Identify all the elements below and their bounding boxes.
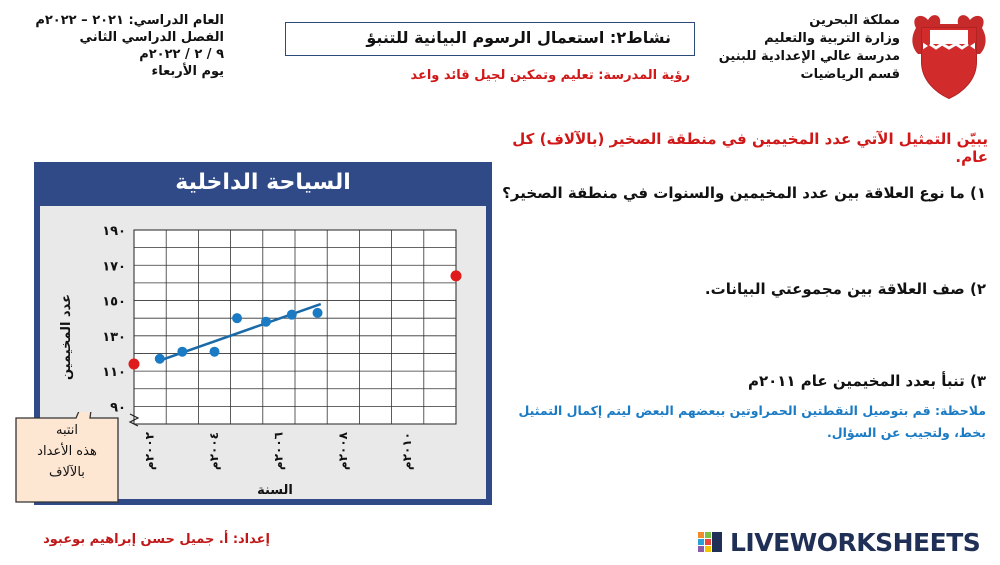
brand-name: LIVEWORKSHEETS xyxy=(730,528,981,557)
callout-line-1: انتبه xyxy=(55,423,79,438)
title-box xyxy=(285,22,695,56)
intro-text: يبيّن التمثيل الآتي عدد المخيمين في منطق… xyxy=(512,130,988,166)
x-tick-label: ٢٠٠٤م xyxy=(207,432,222,470)
callout-line-3: بالآلاف xyxy=(49,465,85,480)
semester: الفصل الدراسي الثاني xyxy=(79,30,224,45)
school-vision: رؤية المدرسة: تعليم وتمكين لجيل قائد واع… xyxy=(410,68,690,83)
data-point xyxy=(154,353,165,364)
note: ملاحظة: قم بتوصيل النقطتين الحمراوتين بب… xyxy=(490,400,987,444)
data-point xyxy=(177,346,188,357)
callout-bubble xyxy=(15,412,119,503)
chart-title: السياحة الداخلية xyxy=(175,170,351,195)
school-info-right: مملكة البحرين وزارة التربية والتعليم مدر… xyxy=(700,12,900,84)
question-1: ١) ما نوع العلاقة بين عدد المخيمين والسن… xyxy=(502,184,986,202)
red-point xyxy=(128,358,140,370)
x-tick-label: ٢٠١٠م xyxy=(400,432,415,470)
x-tick-label: ٢٠٠٦م xyxy=(271,432,286,470)
y-tick-label: ١٥٠ xyxy=(102,295,126,310)
y-tick-label: ١١٠ xyxy=(102,365,126,380)
kingdom-name: مملكة البحرين xyxy=(809,13,900,28)
data-point xyxy=(286,309,297,320)
callout-line-2: هذه الأعداد xyxy=(37,444,97,459)
page-title: نشاط٢: استعمال الرسوم البيانية للتنبؤ xyxy=(366,28,671,47)
data-point xyxy=(312,307,323,318)
y-tick-label: ١٩٠ xyxy=(102,224,126,239)
x-tick-label: ٢٠٠٢م xyxy=(143,431,158,470)
liveworksheets-logo-icon xyxy=(698,532,722,552)
department-name: قسم الرياضيات xyxy=(800,67,900,82)
x-axis-label: السنة xyxy=(257,483,293,498)
author: إعداد: أ. جميل حسن إبراهيم بوعبود xyxy=(43,532,270,547)
bahrain-emblem-icon xyxy=(912,15,986,100)
y-tick-label: ١٧٠ xyxy=(102,259,126,274)
school-name: مدرسة عالي الإعدادية للبنين xyxy=(718,49,900,64)
day: يوم الأربعاء xyxy=(151,64,224,79)
question-3: ٣) تنبأ بعدد المخيمين عام ٢٠١١م xyxy=(747,372,986,390)
x-tick-label: ٢٠٠٨م xyxy=(336,431,351,470)
data-point xyxy=(209,346,220,357)
note-text: قم بتوصيل النقطتين الحمراوتين ببعضهم الب… xyxy=(518,403,987,440)
y-axis-label: عدد المخيمين xyxy=(59,294,74,380)
red-point xyxy=(450,270,462,282)
data-point xyxy=(261,316,272,327)
axis-break-icon xyxy=(128,413,140,427)
callout-text: انتبه هذه الأعداد بالآلاف xyxy=(14,420,120,483)
ministry-name: وزارة التربية والتعليم xyxy=(764,31,900,46)
note-label: ملاحظة: xyxy=(935,403,986,418)
y-tick-label: ٩٠ xyxy=(110,400,126,415)
question-2: ٢) صف العلاقة بين مجموعتي البيانات. xyxy=(704,280,986,298)
academic-year: العام الدراسي: ٢٠٢١ – ٢٠٢٢م xyxy=(35,13,224,28)
date: ٩ / ٢ / ٢٠٢٢م xyxy=(139,47,224,62)
data-point xyxy=(232,313,243,324)
y-tick-label: ١٣٠ xyxy=(102,330,126,345)
school-info-left: العام الدراسي: ٢٠٢١ – ٢٠٢٢م الفصل الدراس… xyxy=(12,12,224,80)
chart: ١٩٠ ١٧٠ ١٥٠ ١٣٠ ١١٠ ٩٠ ٢٠٠٢م ٢٠٠٤م ٢٠٠٦م ٢٠٠٨م ٢٠١… xyxy=(59,224,462,498)
